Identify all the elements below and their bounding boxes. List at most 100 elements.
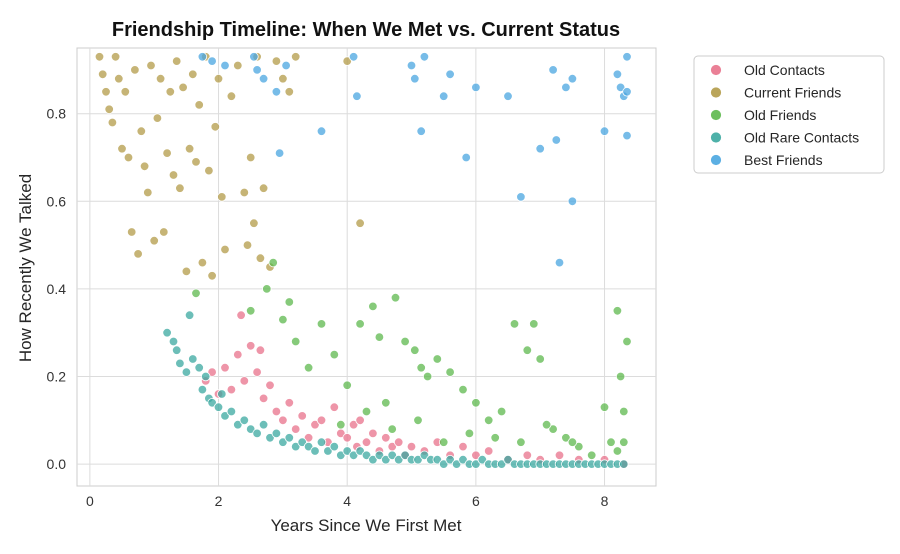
data-point-series-2	[622, 336, 632, 347]
data-point-series-4	[622, 87, 632, 97]
data-point-series-4	[548, 65, 558, 75]
data-point-series-2	[374, 332, 385, 342]
data-point-series-4	[207, 56, 217, 66]
data-point-series-1	[355, 218, 365, 228]
data-point-series-3	[245, 424, 256, 434]
data-point-series-1	[197, 257, 208, 268]
data-point-series-1	[204, 165, 214, 176]
data-point-series-3	[207, 398, 217, 408]
data-point-series-1	[284, 87, 295, 97]
y-tick-label: 0.2	[47, 369, 67, 385]
data-point-series-3	[439, 459, 449, 469]
data-point-series-3	[381, 455, 391, 465]
data-point-series-4	[622, 130, 632, 141]
data-point-series-3	[368, 455, 378, 465]
data-point-series-2	[422, 371, 433, 382]
data-point-series-3	[477, 455, 488, 465]
data-point-series-3	[419, 450, 430, 461]
data-point-series-2	[464, 428, 475, 439]
data-point-series-3	[252, 428, 262, 439]
data-point-series-3	[496, 459, 507, 469]
data-points	[94, 52, 632, 469]
x-tick-label: 4	[343, 493, 351, 509]
legend-marker	[710, 131, 722, 144]
data-point-series-1	[188, 69, 198, 80]
data-point-series-3	[458, 455, 468, 465]
data-point-series-0	[265, 380, 275, 391]
data-point-series-3	[451, 459, 462, 469]
data-point-series-4	[352, 91, 362, 101]
data-point-series-3	[336, 450, 346, 461]
data-point-series-4	[622, 52, 632, 62]
data-point-series-0	[361, 437, 372, 447]
data-point-series-2	[509, 319, 520, 329]
x-tick-label: 6	[472, 493, 480, 509]
data-point-series-3	[400, 450, 410, 461]
data-point-series-1	[249, 218, 259, 228]
data-point-series-4	[535, 143, 545, 154]
data-point-series-3	[197, 384, 208, 395]
data-point-series-4	[281, 60, 291, 71]
data-point-series-1	[136, 126, 147, 136]
data-point-series-2	[484, 415, 494, 426]
tick-labels: 0 2 4 6 8 0.0 0.2 0.4 0.6 0.8	[47, 106, 609, 509]
data-point-series-2	[278, 314, 288, 325]
data-point-series-2	[587, 450, 597, 461]
data-point-series-2	[245, 306, 256, 316]
data-point-series-2	[445, 367, 455, 377]
data-point-series-2	[606, 437, 616, 447]
legend-label: Old Contacts	[744, 62, 825, 78]
data-point-series-4	[599, 126, 610, 136]
data-point-series-2	[548, 424, 558, 434]
data-point-series-3	[323, 446, 333, 456]
data-point-series-0	[207, 367, 217, 377]
data-point-series-3	[445, 455, 455, 465]
data-point-series-1	[242, 240, 253, 250]
data-point-series-2	[284, 297, 295, 307]
data-point-series-4	[445, 69, 455, 80]
data-point-series-1	[278, 73, 288, 84]
legend-frame	[693, 55, 885, 174]
data-point-series-0	[291, 424, 301, 434]
data-point-series-4	[439, 91, 449, 101]
data-point-series-3	[217, 389, 227, 399]
data-point-series-1	[107, 117, 118, 128]
data-point-series-0	[554, 450, 565, 461]
data-point-series-1	[143, 187, 153, 198]
data-point-series-0	[297, 411, 307, 421]
data-point-series-0	[368, 428, 378, 439]
data-point-series-4	[249, 52, 259, 62]
data-point-series-2	[567, 437, 578, 447]
data-point-series-2	[416, 363, 426, 373]
data-point-series-1	[255, 253, 266, 263]
data-point-series-3	[200, 371, 211, 382]
data-point-series-0	[226, 384, 237, 395]
data-point-series-2	[381, 398, 391, 408]
data-point-series-1	[123, 152, 134, 163]
legend-items: Old Contacts Current Friends Old Friends Ol…	[710, 62, 859, 168]
data-point-series-1	[239, 187, 250, 198]
y-tick-label: 0.6	[47, 193, 67, 209]
data-point-series-3	[291, 441, 301, 452]
data-point-series-0	[316, 415, 327, 426]
data-point-series-4	[615, 82, 626, 93]
data-point-series-1	[110, 52, 121, 62]
data-point-series-1	[168, 170, 179, 180]
data-point-series-1	[210, 122, 221, 132]
data-point-series-4	[406, 60, 417, 71]
data-point-series-3	[619, 459, 629, 469]
y-tick-label: 0.8	[47, 106, 67, 122]
data-point-series-1	[181, 266, 192, 277]
data-point-series-3	[348, 450, 359, 461]
data-point-series-3	[413, 455, 423, 465]
data-point-series-2	[522, 345, 533, 355]
data-point-series-2	[619, 406, 629, 417]
data-point-series-4	[554, 257, 565, 268]
data-point-series-2	[439, 437, 449, 447]
data-point-series-3	[329, 441, 340, 452]
data-point-series-3	[303, 441, 314, 452]
data-point-series-3	[171, 345, 182, 355]
data-point-series-0	[258, 393, 269, 404]
data-point-series-2	[471, 398, 481, 408]
